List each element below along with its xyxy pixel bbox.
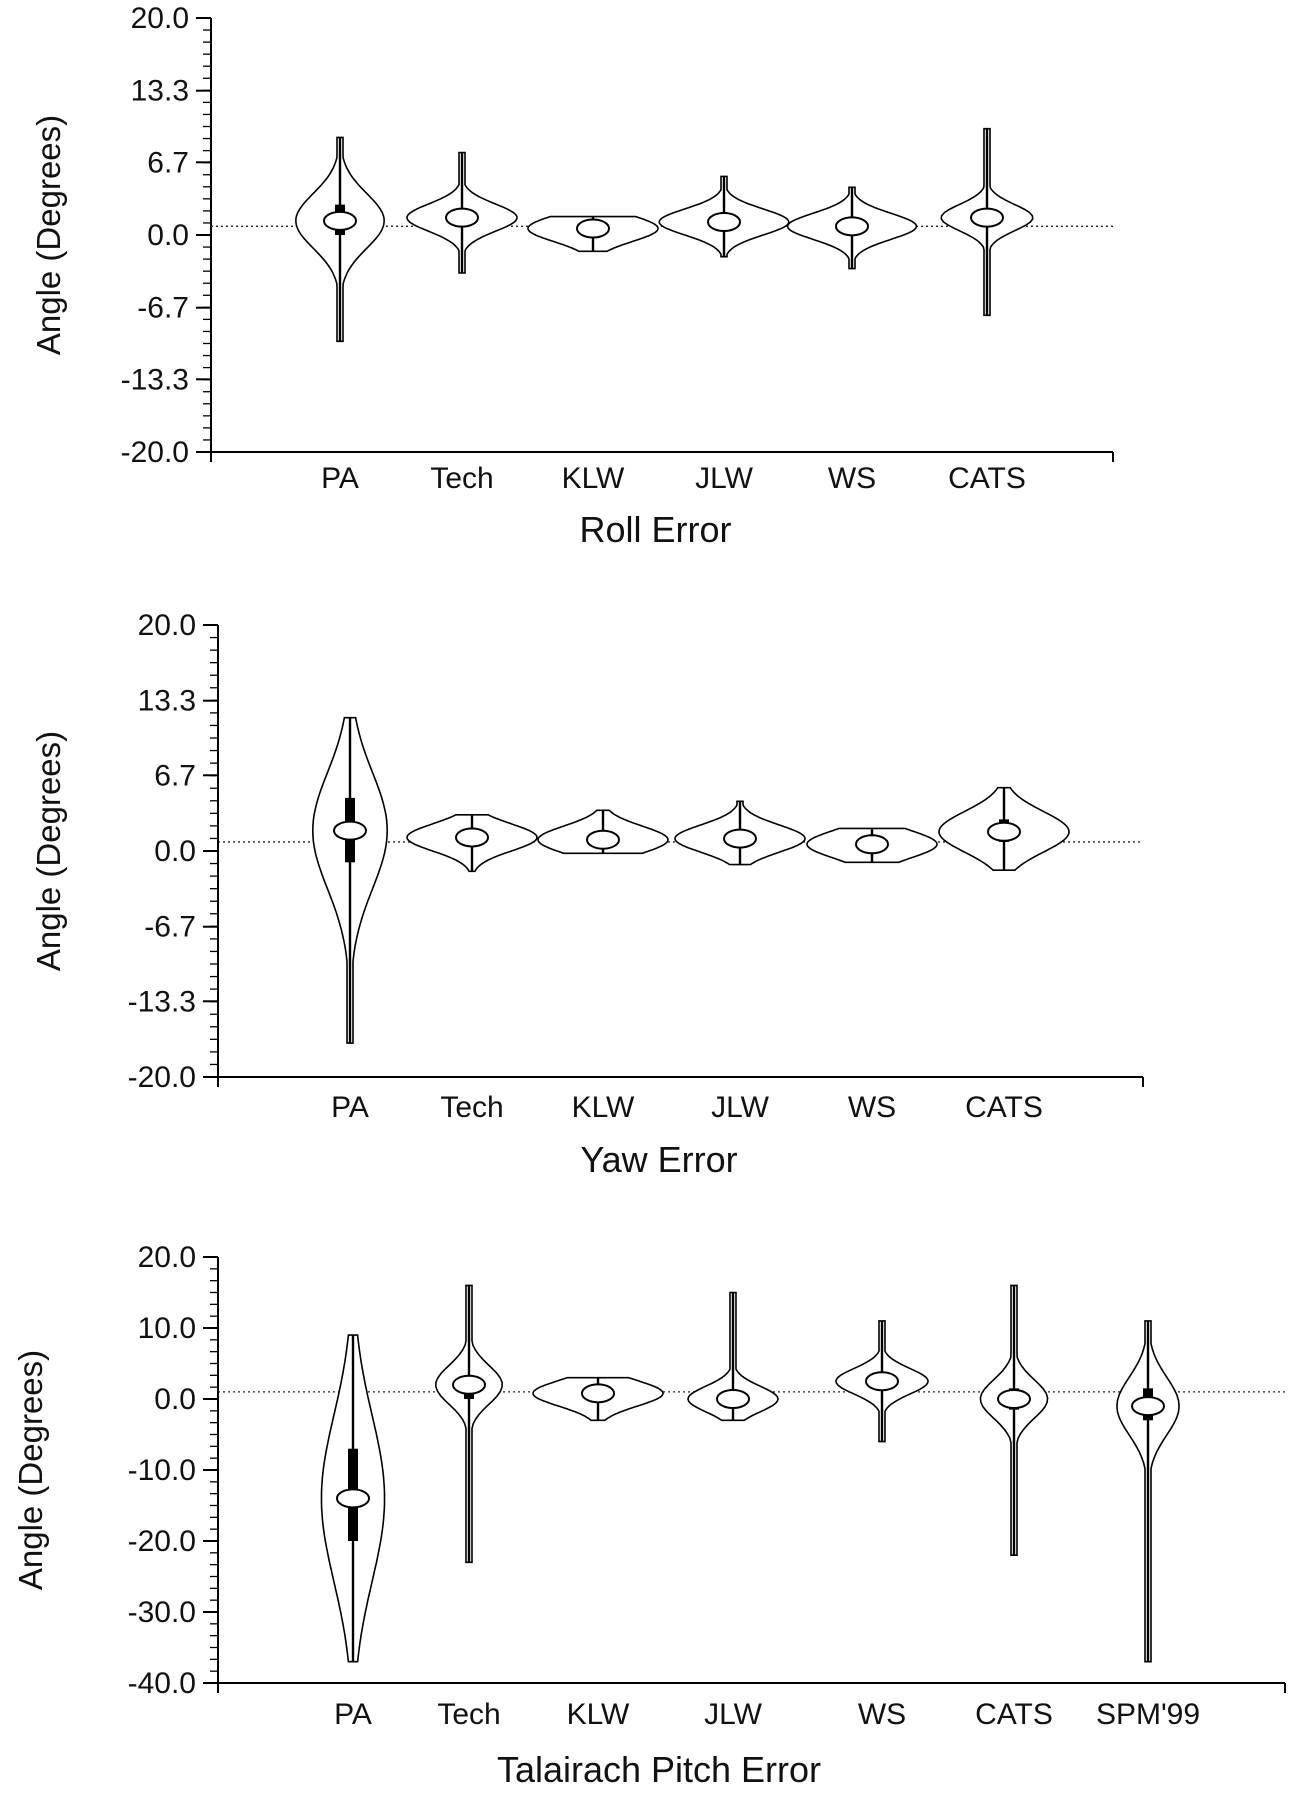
violin-pa — [320, 1334, 386, 1663]
x-tick-label-klw: KLW — [572, 1091, 635, 1124]
y-tick-label: 0.0 — [154, 835, 196, 868]
x-tick-label-ws: WS — [858, 1698, 906, 1731]
chart-panel-yaw-error: 20.0 13.3 6.7 0.0 -6.7 -13.3 -20.0 Angle (Degre… — [30, 609, 1144, 1180]
x-tick-label-jlw: JLW — [704, 1698, 762, 1731]
median-marker — [455, 827, 489, 848]
x-tick-label-cats: CATS — [965, 1091, 1043, 1124]
y-tick-label: 0.0 — [154, 1383, 196, 1416]
y-tick-label: 13.3 — [131, 75, 189, 108]
y-tick-label: -30.0 — [128, 1596, 196, 1629]
median-marker — [835, 216, 869, 237]
y-tick-label: 13.3 — [138, 685, 196, 718]
y-tick-label: -6.7 — [144, 911, 196, 944]
median-marker — [576, 218, 610, 239]
median-marker — [323, 210, 357, 231]
violin-cats — [979, 1284, 1049, 1556]
y-tick-label: -13.3 — [128, 985, 196, 1018]
violin-tech — [435, 1284, 503, 1564]
median-marker — [716, 1389, 750, 1409]
median-marker — [581, 1383, 615, 1404]
y-tick-label: -20.0 — [128, 1525, 196, 1558]
x-tick-label-jlw: JLW — [695, 462, 753, 495]
x-tick-label-pa: PA — [334, 1698, 372, 1731]
violin-jlw — [687, 1291, 779, 1422]
y-tick-label: -6.7 — [137, 292, 189, 325]
y-tick-label: -13.3 — [121, 363, 189, 396]
violin-spm-99 — [1116, 1320, 1180, 1663]
chart-title: Talairach Pitch Error — [497, 1749, 821, 1790]
violin-tech — [406, 814, 538, 873]
median-marker — [970, 207, 1004, 228]
median-marker — [445, 207, 479, 228]
x-tick-label-ws: WS — [848, 1091, 896, 1124]
median-marker — [333, 820, 367, 841]
x-tick-label-klw: KLW — [567, 1698, 630, 1731]
x-tick-label-pa: PA — [331, 1091, 369, 1124]
violin-ws — [806, 827, 938, 864]
y-tick-label: -10.0 — [128, 1454, 196, 1487]
x-tick-label-ws: WS — [828, 462, 876, 495]
chart-title: Roll Error — [579, 509, 731, 550]
chart-panel-roll-error: 20.0 13.3 6.7 0.0 -6.7 -13.3 -20.0 Angle (Degre… — [30, 2, 1114, 550]
y-tick-label: 20.0 — [131, 2, 189, 35]
chart-panel-talairach-pitch-error: 20.0 10.0 0.0 -10.0 -20.0 -30.0 -40.0 Angle (De… — [12, 1241, 1286, 1790]
x-tick-label-spm-99: SPM'99 — [1096, 1698, 1200, 1731]
median-marker — [855, 834, 889, 855]
y-axis-title: Angle (Degrees) — [30, 115, 67, 355]
x-tick-label-tech: Tech — [440, 1091, 503, 1124]
x-tick-label-cats: CATS — [948, 462, 1026, 495]
violin-klw — [527, 215, 659, 253]
violin-tech — [406, 151, 518, 274]
y-tick-label: 10.0 — [138, 1312, 196, 1345]
violin-pa — [295, 136, 385, 343]
x-tick-label-tech: Tech — [430, 462, 493, 495]
violin-cats — [938, 786, 1070, 871]
median-marker — [452, 1374, 486, 1395]
y-tick-label: 6.7 — [154, 759, 196, 792]
x-tick-label-jlw: JLW — [711, 1091, 769, 1124]
median-marker — [707, 211, 741, 232]
median-marker — [997, 1389, 1031, 1409]
violin-pa — [311, 716, 389, 1044]
violin-cats — [940, 127, 1034, 317]
x-tick-label-cats: CATS — [975, 1698, 1053, 1731]
x-tick-label-pa: PA — [321, 462, 359, 495]
x-tick-label-klw: KLW — [562, 462, 625, 495]
median-marker — [987, 821, 1021, 842]
x-tick-label-tech: Tech — [437, 1698, 500, 1731]
y-tick-label: -40.0 — [128, 1667, 196, 1700]
y-tick-label: -20.0 — [128, 1061, 196, 1094]
y-tick-label: 0.0 — [147, 219, 189, 252]
chart-title: Yaw Error — [580, 1139, 737, 1180]
violin-ws — [786, 186, 918, 270]
median-marker — [865, 1371, 899, 1392]
median-marker — [586, 829, 620, 850]
violin-jlw — [658, 175, 790, 258]
median-marker — [336, 1488, 370, 1509]
y-axis-title: Angle (Degrees) — [12, 1350, 49, 1590]
violin-klw — [532, 1376, 664, 1422]
y-tick-label: -20.0 — [121, 436, 189, 469]
median-marker — [723, 828, 757, 849]
y-axis-title: Angle (Degrees) — [30, 731, 67, 971]
violin-klw — [537, 809, 669, 855]
y-tick-label: 20.0 — [138, 609, 196, 642]
y-tick-label: 20.0 — [138, 1241, 196, 1274]
median-marker — [1131, 1396, 1165, 1417]
violin-ws — [835, 1320, 929, 1443]
y-tick-label: 6.7 — [147, 146, 189, 179]
violin-jlw — [674, 800, 806, 866]
